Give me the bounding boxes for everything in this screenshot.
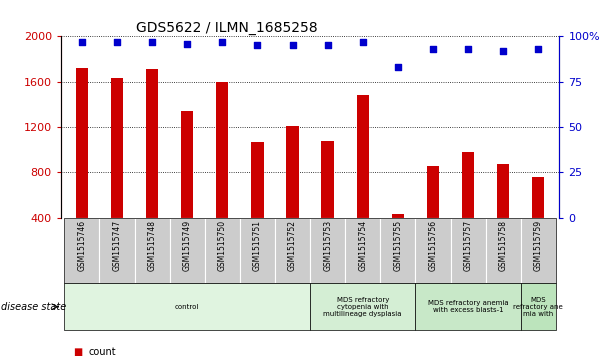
- Bar: [64, 218, 100, 283]
- Text: GSM1515746: GSM1515746: [77, 220, 86, 271]
- Point: [77, 39, 87, 45]
- Text: count: count: [88, 347, 116, 357]
- Bar: [275, 218, 310, 283]
- Text: GSM1515752: GSM1515752: [288, 220, 297, 271]
- Bar: [240, 218, 275, 283]
- Text: disease state: disease state: [1, 302, 66, 312]
- Bar: [380, 218, 415, 283]
- Point: [218, 39, 227, 45]
- Bar: [392, 214, 404, 218]
- Bar: [64, 283, 310, 330]
- Point: [533, 46, 543, 52]
- Point: [323, 42, 333, 48]
- Text: GSM1515750: GSM1515750: [218, 220, 227, 271]
- Text: MDS refractory
cytopenia with
multilineage dysplasia: MDS refractory cytopenia with multilinea…: [323, 297, 402, 317]
- Text: GSM1515749: GSM1515749: [182, 220, 192, 271]
- Bar: [216, 82, 229, 218]
- Text: GSM1515759: GSM1515759: [534, 220, 543, 271]
- Point: [252, 42, 262, 48]
- Point: [463, 46, 473, 52]
- Text: control: control: [175, 304, 199, 310]
- Bar: [286, 126, 299, 218]
- Bar: [76, 68, 88, 218]
- Text: GSM1515758: GSM1515758: [499, 220, 508, 271]
- Bar: [415, 218, 451, 283]
- Bar: [146, 69, 158, 218]
- Point: [288, 42, 297, 48]
- Point: [428, 46, 438, 52]
- Bar: [520, 283, 556, 330]
- Text: GDS5622 / ILMN_1685258: GDS5622 / ILMN_1685258: [136, 21, 317, 35]
- Text: GSM1515757: GSM1515757: [463, 220, 472, 271]
- Text: MDS refractory anemia
with excess blasts-1: MDS refractory anemia with excess blasts…: [428, 300, 508, 313]
- Text: ■: ■: [73, 347, 82, 357]
- Text: GSM1515756: GSM1515756: [429, 220, 438, 271]
- Bar: [345, 218, 380, 283]
- Text: GSM1515754: GSM1515754: [358, 220, 367, 271]
- Text: GSM1515748: GSM1515748: [148, 220, 157, 271]
- Point: [147, 39, 157, 45]
- Bar: [532, 177, 544, 218]
- Point: [358, 39, 368, 45]
- Bar: [451, 218, 486, 283]
- Text: MDS
refractory ane
mia with: MDS refractory ane mia with: [513, 297, 563, 317]
- Bar: [170, 218, 205, 283]
- Bar: [520, 218, 556, 283]
- Bar: [322, 140, 334, 218]
- Bar: [310, 283, 415, 330]
- Text: GSM1515751: GSM1515751: [253, 220, 262, 271]
- Bar: [462, 152, 474, 218]
- Bar: [181, 111, 193, 218]
- Bar: [497, 164, 510, 218]
- Text: GSM1515753: GSM1515753: [323, 220, 332, 271]
- Bar: [205, 218, 240, 283]
- Point: [499, 48, 508, 54]
- Point: [182, 41, 192, 46]
- Text: GSM1515747: GSM1515747: [112, 220, 122, 271]
- Bar: [111, 78, 123, 218]
- Bar: [357, 95, 369, 218]
- Bar: [415, 283, 520, 330]
- Bar: [486, 218, 520, 283]
- Point: [112, 39, 122, 45]
- Point: [393, 64, 402, 70]
- Bar: [100, 218, 134, 283]
- Bar: [310, 218, 345, 283]
- Bar: [251, 142, 263, 218]
- Bar: [427, 166, 439, 218]
- Text: GSM1515755: GSM1515755: [393, 220, 402, 271]
- Bar: [134, 218, 170, 283]
